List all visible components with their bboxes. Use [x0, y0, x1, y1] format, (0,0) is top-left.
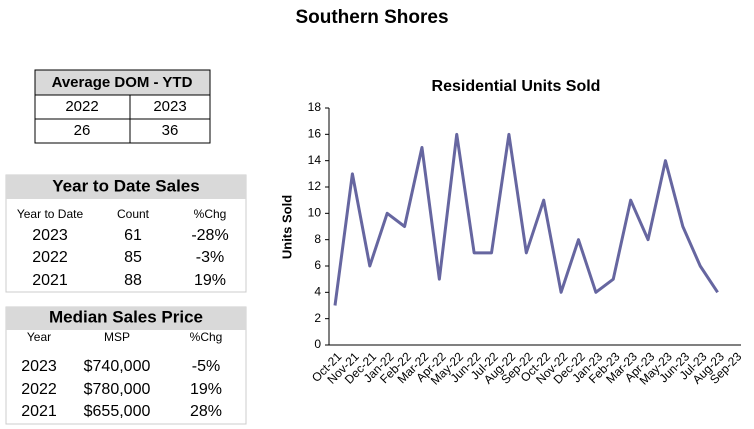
table-cell: 2023 [32, 227, 68, 244]
ytd-header-bg [6, 175, 246, 199]
dom-value: 26 [74, 122, 91, 139]
table-header: Year [27, 330, 51, 344]
y-tick-label: 2 [314, 311, 321, 325]
y-tick-label: 18 [308, 100, 322, 114]
y-tick-label: 4 [314, 285, 321, 299]
table-header: %Chg [194, 207, 227, 221]
y-tick-label: 6 [314, 258, 321, 272]
y-tick-label: 16 [308, 127, 322, 141]
ytd-title: Year to Date Sales [52, 176, 199, 195]
table-cell: 2022 [32, 249, 68, 266]
table-cell: 2021 [21, 403, 57, 420]
table-cell: 2021 [32, 272, 68, 289]
table-cell: 88 [124, 272, 142, 289]
table-cell: -3% [196, 249, 224, 266]
table-cell: 28% [190, 403, 222, 420]
table-header: Year to Date [17, 207, 84, 221]
table-cell: $655,000 [84, 403, 151, 420]
table-cell: $740,000 [84, 358, 151, 375]
table-header: %Chg [190, 330, 223, 344]
dom-header-bg [34, 69, 211, 96]
msp-header-bg [6, 307, 246, 330]
page-title: Southern Shores [295, 7, 448, 28]
table-cell: 2023 [21, 358, 57, 375]
y-tick-label: 0 [314, 337, 321, 351]
y-tick-label: 14 [308, 153, 322, 167]
table-cell: $780,000 [84, 381, 151, 398]
dom-value: 36 [162, 122, 179, 139]
dom-header: 2023 [153, 98, 186, 115]
y-axis-label: Units Sold [279, 195, 294, 259]
table-cell: 19% [190, 381, 222, 398]
table-cell: 85 [124, 249, 142, 266]
table-header: Count [117, 207, 150, 221]
y-tick-label: 12 [308, 179, 322, 193]
table-cell: 19% [194, 272, 226, 289]
table-header: MSP [104, 330, 130, 344]
dom-title: Average DOM - YTD [52, 74, 193, 91]
y-tick-label: 8 [314, 232, 321, 246]
dom-header: 2022 [65, 98, 98, 115]
data-line [333, 132, 719, 306]
chart-title: Residential Units Sold [432, 78, 601, 95]
table-cell: -5% [192, 358, 220, 375]
y-tick-label: 10 [308, 206, 322, 220]
table-cell: 61 [124, 227, 142, 244]
msp-title: Median Sales Price [49, 307, 203, 326]
table-cell: -28% [191, 227, 228, 244]
table-cell: 2022 [21, 381, 57, 398]
